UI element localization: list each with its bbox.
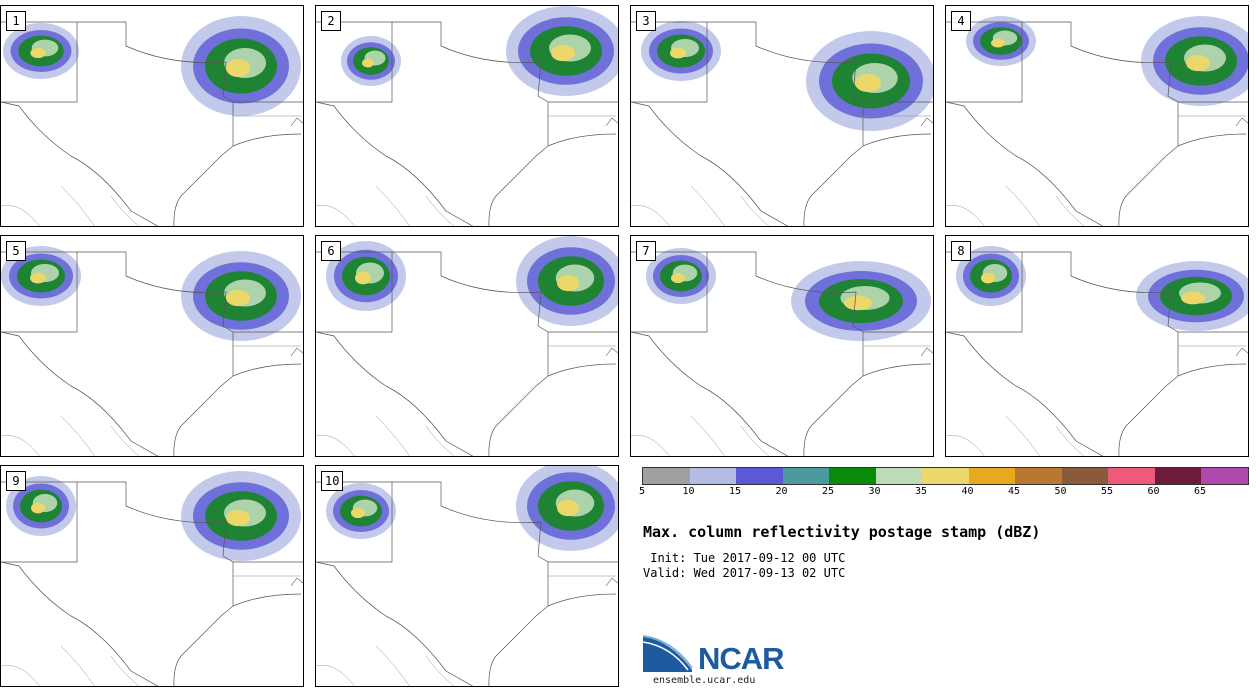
map-panel: 4 [945, 5, 1249, 227]
colorbar-tick-label: 15 [728, 486, 742, 497]
ncar-logo-text: NCAR [698, 641, 785, 676]
colorbar-tick-label: 35 [914, 486, 928, 497]
reflectivity-map [316, 6, 618, 226]
member-label: 4 [951, 11, 971, 31]
member-label: 8 [951, 241, 971, 261]
member-label: 10 [321, 471, 344, 491]
colorbar-tick-label: 20 [775, 486, 788, 497]
colorbar-swatch [782, 468, 829, 484]
map-panel: 2 [315, 5, 619, 227]
reflectivity-map [946, 16, 1248, 226]
reflectivity-map [631, 248, 933, 456]
colorbar-tick-label: 50 [1054, 486, 1067, 497]
colorbar-swatch [1061, 468, 1108, 484]
colorbar-swatch [922, 468, 969, 484]
colorbar-swatch [829, 468, 876, 484]
colorbar-tick-label: 30 [868, 486, 881, 497]
reflectivity-map [1, 16, 303, 226]
colorbar-tick-label: 5 [638, 486, 646, 497]
map-panel: 1 [0, 5, 304, 227]
chart-title: Max. column reflectivity postage stamp (… [643, 523, 1041, 541]
colorbar-swatch [689, 468, 736, 484]
member-label: 6 [321, 241, 341, 261]
member-label: 5 [6, 241, 26, 261]
map-panel: 6 [315, 235, 619, 457]
colorbar-tick-label: 65 [1193, 486, 1207, 497]
reflectivity-map [631, 21, 933, 226]
colorbar-tick-label: 60 [1147, 486, 1160, 497]
colorbar-swatch [1015, 468, 1062, 484]
map-panel: 9 [0, 465, 304, 687]
colorbar [642, 467, 1249, 485]
map-panel: 10 [315, 465, 619, 687]
colorbar-ticks: 5 10 15 20 25 30 35 40 45 50 55 60 65 [638, 486, 1248, 500]
map-panel: 3 [630, 5, 934, 227]
valid-time: Valid: Wed 2017-09-13 02 UTC [643, 566, 846, 580]
colorbar-swatch [1154, 468, 1201, 484]
map-panel: 8 [945, 235, 1249, 457]
init-time: Init: Tue 2017-09-12 00 UTC [643, 551, 846, 565]
website-url: ensemble.ucar.edu [653, 675, 756, 686]
ncar-logo-icon [642, 635, 693, 672]
member-label: 1 [6, 11, 26, 31]
colorbar-swatch [1201, 468, 1248, 484]
colorbar-tick-label: 25 [821, 486, 835, 497]
reflectivity-map [316, 466, 618, 686]
map-panel: 5 [0, 235, 304, 457]
colorbar-tick-label: 45 [1007, 486, 1021, 497]
colorbar-swatch [968, 468, 1015, 484]
member-label: 9 [6, 471, 26, 491]
colorbar-swatch [875, 468, 922, 484]
map-panel: 7 [630, 235, 934, 457]
member-label: 2 [321, 11, 341, 31]
reflectivity-map [946, 246, 1248, 456]
colorbar-swatch [1108, 468, 1155, 484]
colorbar-tick-label: 10 [682, 486, 695, 497]
colorbar-tick-label: 55 [1100, 486, 1114, 497]
reflectivity-map [1, 246, 303, 456]
colorbar-tick-label: 40 [961, 486, 974, 497]
reflectivity-map [316, 236, 618, 456]
member-label: 7 [636, 241, 656, 261]
reflectivity-map [1, 471, 303, 686]
member-label: 3 [636, 11, 656, 31]
colorbar-swatch [736, 468, 783, 484]
colorbar-swatch [643, 468, 690, 484]
